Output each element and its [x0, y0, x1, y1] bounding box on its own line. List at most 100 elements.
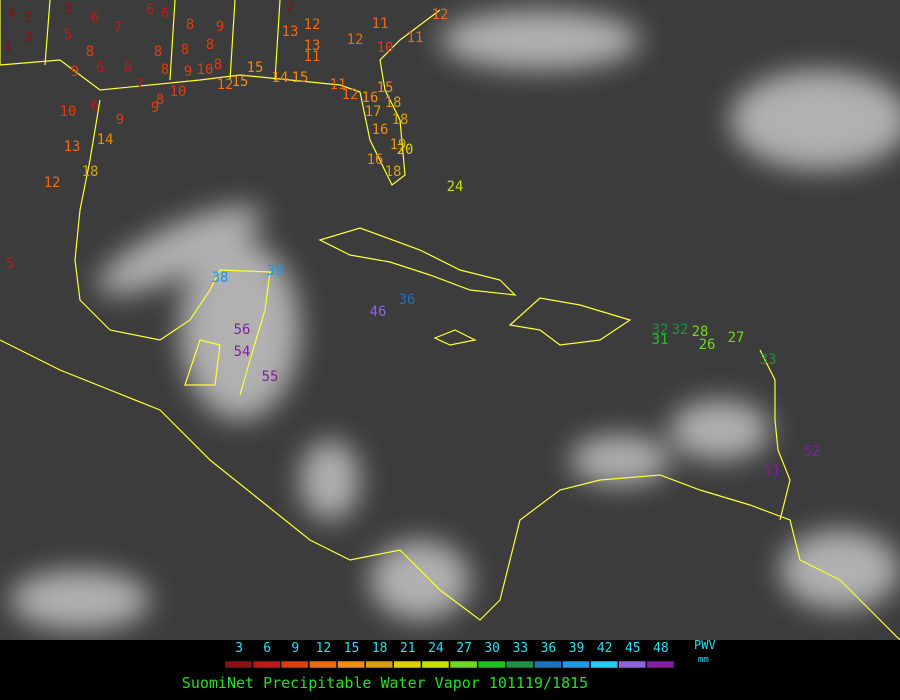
station-value: 13: [64, 139, 81, 155]
legend-tick-label: 27: [456, 641, 472, 656]
station-value: 16: [362, 90, 379, 106]
legend-unit-top: PWV: [694, 638, 716, 652]
station-value: 9: [184, 64, 192, 80]
legend-tick-label: 18: [372, 641, 388, 656]
legend-tick-label: 30: [484, 641, 500, 656]
station-value: 8: [156, 92, 164, 108]
station-value: 26: [699, 337, 716, 353]
station-value: 6: [96, 60, 104, 76]
station-value: 6: [146, 2, 154, 18]
station-value: 16: [367, 152, 384, 168]
coastlines: [0, 0, 900, 641]
station-value: 39: [267, 263, 284, 279]
station-value: 18: [385, 164, 402, 180]
station-value: 2: [286, 0, 294, 16]
legend-unit-bottom: mm: [698, 655, 709, 665]
legend-swatch: [590, 660, 618, 669]
station-value: 46: [370, 304, 387, 320]
station-value: 54: [234, 344, 251, 360]
station-value: 5: [6, 256, 14, 272]
station-value: 8: [161, 62, 169, 78]
station-value: 52: [804, 444, 821, 460]
station-value: 9: [216, 19, 224, 35]
station-value: 10: [377, 40, 394, 56]
station-value: 12: [342, 87, 359, 103]
station-value: 5: [64, 27, 72, 43]
station-value: 38: [212, 270, 229, 286]
station-value: 1: [4, 40, 12, 56]
station-value: 51: [764, 463, 781, 479]
station-value: 13: [304, 38, 321, 54]
station-value: 18: [392, 112, 409, 128]
station-value: 12: [432, 7, 449, 23]
legend-swatch: [618, 660, 647, 669]
legend-tick-label: 42: [597, 641, 613, 656]
station-value: 6: [91, 98, 99, 114]
station-value: 11: [407, 30, 424, 46]
station-value: 32: [652, 322, 669, 338]
station-value: 10: [170, 84, 187, 100]
legend-tick-label: 45: [625, 641, 641, 656]
station-value: 2: [24, 10, 32, 26]
station-value: 6: [161, 6, 169, 22]
station-value: 16: [372, 122, 389, 138]
legend-tick-label: 12: [316, 641, 332, 656]
station-value: 27: [728, 330, 745, 346]
legend-swatch: [224, 660, 253, 669]
station-value: 3: [64, 2, 72, 18]
legend-swatch: [477, 660, 506, 669]
station-value: 36: [399, 292, 416, 308]
station-value: 3: [24, 30, 32, 46]
legend-swatch: [562, 660, 590, 669]
station-value: 14: [272, 70, 289, 86]
legend-swatch: [365, 660, 393, 669]
station-value: 15: [247, 60, 264, 76]
station-value: 15: [292, 70, 309, 86]
station-value: 10: [60, 104, 77, 120]
legend-tick-label: 36: [541, 641, 557, 656]
station-value: 9: [116, 112, 124, 128]
legend-tick-label: 24: [428, 641, 444, 656]
legend-swatch: [252, 660, 281, 669]
legend-tick-label: 39: [569, 641, 585, 656]
station-value: 24: [447, 179, 464, 195]
caption: SuomiNet Precipitable Water Vapor 101119…: [182, 674, 588, 692]
station-value: 15: [377, 80, 394, 96]
legend-swatch: [449, 660, 478, 669]
station-value: 9: [151, 100, 159, 116]
station-value: 14: [97, 132, 114, 148]
station-value: 10: [197, 62, 214, 78]
legend-swatch: [534, 660, 562, 669]
legend-tick-label: 33: [512, 641, 528, 656]
legend-tick-label: 21: [400, 641, 416, 656]
station-value: 13: [282, 24, 299, 40]
legend-swatch: [506, 660, 534, 669]
station-value: 12: [217, 77, 234, 93]
station-value: 12: [304, 17, 321, 33]
station-value: 28: [692, 324, 709, 340]
legend-swatch: [646, 660, 675, 669]
legend-background: [0, 640, 900, 700]
station-value: 15: [232, 74, 249, 90]
station-value: 56: [234, 322, 251, 338]
legend-swatch: [309, 660, 337, 669]
legend-tick-label: 3: [235, 641, 243, 656]
station-value: 8: [186, 17, 194, 33]
station-value: 7: [136, 77, 144, 93]
station-value: 19: [390, 137, 407, 153]
legend-tick-label: 6: [263, 641, 271, 656]
station-value: 12: [44, 175, 61, 191]
station-value: 8: [86, 44, 94, 60]
legend-tick-label: 48: [653, 641, 669, 656]
station-value: 9: [71, 64, 79, 80]
legend-swatch: [281, 660, 309, 669]
station-value: 8: [181, 42, 189, 58]
station-value: 11: [304, 49, 321, 65]
legend-swatch: [393, 660, 422, 669]
station-value: 31: [652, 332, 669, 348]
station-value: 17: [365, 104, 382, 120]
station-value: 33: [760, 352, 777, 368]
station-value: 55: [262, 369, 279, 385]
station-value: 8: [206, 37, 214, 53]
